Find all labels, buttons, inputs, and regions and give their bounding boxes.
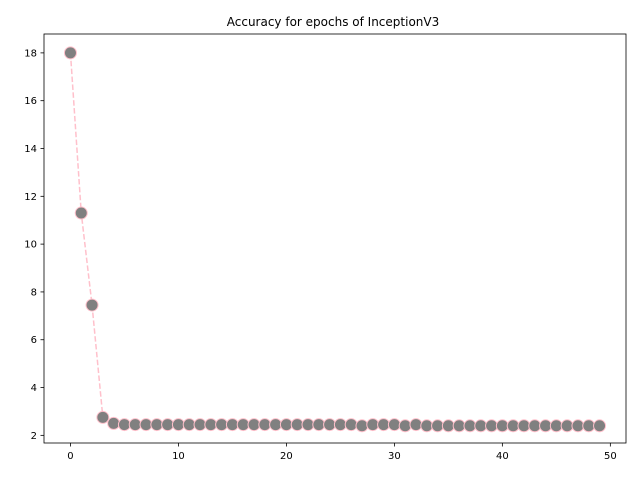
- y-tick-label: 14: [24, 144, 37, 155]
- x-tick-label: 40: [496, 451, 509, 462]
- y-tick-label: 8: [31, 287, 37, 298]
- chart-axes: 0 10 20 30 40 50 2 4 6 8 10 12 14 16 18: [24, 33, 627, 462]
- data-point: [431, 419, 445, 433]
- x-tick-label: 10: [172, 451, 185, 462]
- data-point: [333, 418, 347, 432]
- data-point: [150, 418, 164, 432]
- data-point: [593, 419, 607, 433]
- data-point: [452, 419, 466, 433]
- data-point: [539, 419, 553, 433]
- data-point: [236, 418, 250, 432]
- data-point: [377, 418, 391, 432]
- y-tick-label: 6: [31, 335, 37, 346]
- data-point: [495, 419, 509, 433]
- chart-title: Accuracy for epochs of InceptionV3: [227, 15, 439, 29]
- data-point: [301, 418, 315, 432]
- data-point: [485, 419, 499, 433]
- data-point: [258, 418, 272, 432]
- data-point: [269, 418, 283, 432]
- data-point: [441, 419, 455, 433]
- y-tick-label: 4: [31, 383, 37, 394]
- data-point: [312, 418, 326, 432]
- data-point: [398, 419, 412, 433]
- data-point: [582, 419, 596, 433]
- data-point: [517, 419, 531, 433]
- data-point: [366, 418, 380, 432]
- x-tick-label: 30: [388, 451, 401, 462]
- data-point: [161, 418, 175, 432]
- data-point: [420, 419, 434, 433]
- data-point: [290, 418, 304, 432]
- data-point: [528, 419, 542, 433]
- data-point: [182, 418, 196, 432]
- data-point: [63, 46, 77, 60]
- y-tick-label: 2: [31, 431, 37, 442]
- x-tick-label: 20: [280, 451, 293, 462]
- data-point: [463, 419, 477, 433]
- data-point: [128, 418, 142, 432]
- data-point: [323, 418, 337, 432]
- data-point: [474, 419, 488, 433]
- plot-frame: [43, 33, 627, 444]
- data-point: [506, 419, 520, 433]
- data-point: [139, 418, 153, 432]
- data-point: [571, 419, 585, 433]
- data-point: [107, 416, 121, 430]
- data-point: [204, 418, 218, 432]
- data-point: [387, 418, 401, 432]
- data-point: [344, 418, 358, 432]
- y-tick-label: 16: [24, 96, 37, 107]
- data-point: [549, 419, 563, 433]
- data-point: [171, 418, 185, 432]
- data-point: [355, 419, 369, 433]
- data-point: [560, 419, 574, 433]
- data-point: [225, 418, 239, 432]
- data-point: [247, 418, 261, 432]
- x-tick-label: 0: [67, 451, 73, 462]
- data-point: [117, 418, 131, 432]
- data-point: [215, 418, 229, 432]
- data-point: [96, 410, 110, 424]
- y-tick-label: 10: [24, 240, 37, 251]
- data-point: [409, 418, 423, 432]
- series-line: [69, 52, 600, 427]
- y-tick-label: 18: [24, 48, 37, 59]
- chart-marks: [63, 46, 607, 433]
- x-tick-label: 50: [604, 451, 617, 462]
- data-point: [193, 418, 207, 432]
- data-point: [74, 206, 88, 220]
- data-point: [279, 418, 293, 432]
- y-tick-label: 12: [24, 192, 37, 203]
- data-point: [85, 298, 99, 312]
